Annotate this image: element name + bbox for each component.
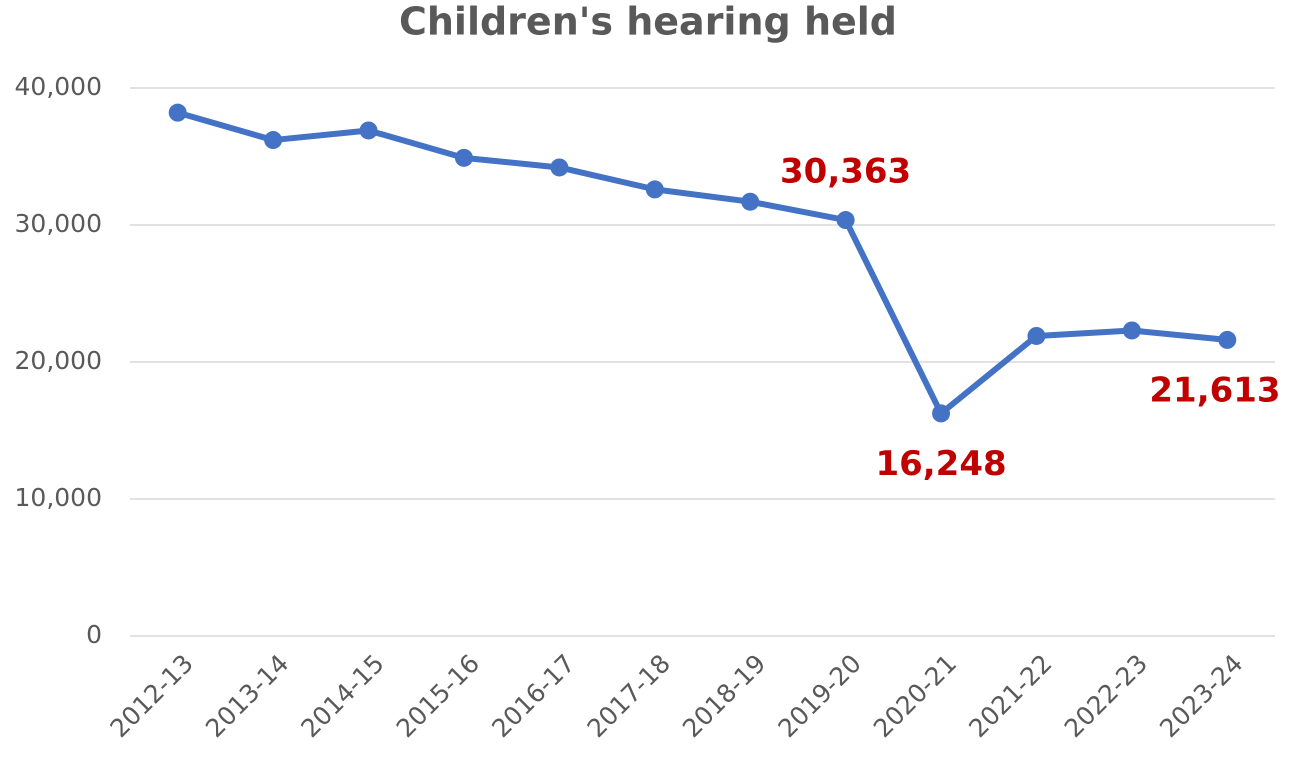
marker: [741, 192, 760, 211]
marker: [836, 211, 855, 230]
x-tick-label: 2020-21: [868, 649, 962, 743]
x-tick-label: 2017-18: [582, 649, 676, 743]
y-tick-label: 40,000: [15, 72, 102, 101]
marker: [264, 131, 283, 150]
marker: [454, 148, 473, 167]
x-tick-label: 2016-17: [486, 649, 580, 743]
data-label: 16,248: [875, 444, 1006, 484]
x-tick-label: 2015-16: [391, 649, 485, 743]
chart-title: Children's hearing held: [399, 0, 897, 44]
marker: [1027, 326, 1046, 345]
marker: [550, 158, 569, 177]
x-tick-label: 2013-14: [200, 649, 294, 743]
marker: [359, 121, 378, 140]
x-tick-label: 2019-20: [772, 649, 866, 743]
data-label: 21,613: [1149, 370, 1280, 410]
y-tick-label: 0: [86, 620, 102, 649]
y-tick-label: 30,000: [15, 209, 102, 238]
y-tick-label: 10,000: [15, 483, 102, 512]
marker: [1218, 330, 1237, 349]
y-tick-label: 20,000: [15, 346, 102, 375]
x-tick-label: 2021-22: [963, 649, 1057, 743]
x-tick-label: 2022-23: [1059, 649, 1153, 743]
marker: [1122, 321, 1141, 340]
x-tick-label: 2023-24: [1154, 649, 1248, 743]
marker: [645, 180, 664, 199]
marker: [168, 103, 187, 122]
line: [176, 109, 1228, 417]
x-tick-label: 2012-13: [105, 649, 199, 743]
data-label: 30,363: [780, 152, 911, 192]
x-tick-label: 2018-19: [677, 649, 771, 743]
marker: [932, 404, 951, 423]
x-tick-label: 2014-15: [295, 649, 389, 743]
